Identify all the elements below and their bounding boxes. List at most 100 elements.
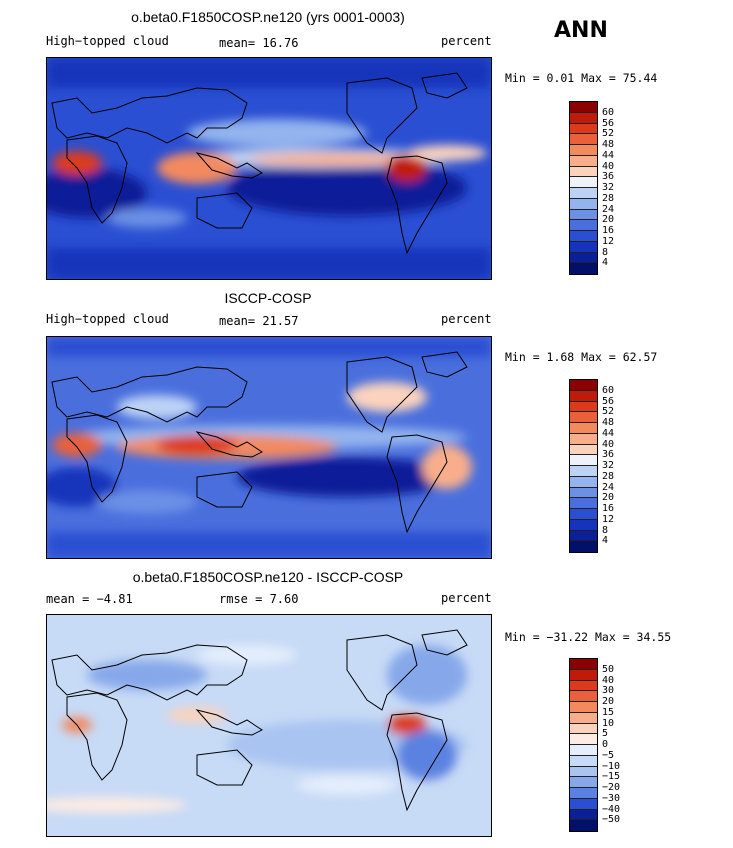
colorbar-swatch [570, 498, 597, 509]
colorbar-tick-label: 36 [602, 171, 615, 183]
colorbar-swatch [570, 530, 597, 542]
colorbar-tick-label: 44 [602, 427, 615, 439]
colorbar-swatch [570, 412, 597, 423]
colorbar-swatch [570, 198, 597, 210]
colorbar-tick-label: 5 [602, 728, 609, 740]
colorbar-swatch [570, 166, 597, 178]
colorbar-tick-label: 60 [602, 384, 615, 396]
colorbar-swatch [570, 509, 597, 520]
colorbar-tick-label: 16 [602, 503, 615, 514]
colorbar-tick-label: 56 [602, 395, 615, 407]
colorbar-tick-label: −20 [602, 782, 621, 793]
colorbar-swatch [570, 177, 597, 188]
colorbar-swatch [570, 659, 597, 670]
colorbar-tick-label: 12 [602, 513, 615, 525]
colorbar-swatch [570, 380, 597, 391]
colorbar-swatch [570, 680, 597, 692]
colorbar-tick-label: −5 [602, 749, 615, 761]
colorbar-tick-label: 50 [602, 663, 615, 675]
colorbar-tick-label: 15 [602, 706, 615, 718]
colorbar-swatch [570, 401, 597, 413]
colorbar-tick-label: 56 [602, 117, 615, 129]
colorbar-swatch [570, 541, 597, 552]
colorbar-swatch [570, 423, 597, 434]
colorbar-tick-label: 60 [602, 106, 615, 118]
colorbar-swatch [570, 444, 597, 456]
colorbar-swatch [570, 241, 597, 253]
colorbar-tick-label: 48 [602, 139, 615, 150]
colorbar-tick-label: 52 [602, 406, 615, 418]
panel-2-map [46, 336, 492, 559]
colorbar-tick-label: 20 [602, 696, 615, 707]
colorbar-swatch [570, 252, 597, 264]
season-label: ANN [554, 18, 608, 43]
colorbar-swatch [570, 433, 597, 445]
colorbar-swatch [570, 766, 597, 778]
panel-3-colorbar [569, 658, 598, 832]
colorbar-tick-label: 4 [602, 257, 609, 269]
colorbar-tick-label: −40 [602, 803, 621, 815]
colorbar-swatch [570, 712, 597, 724]
colorbar-swatch [570, 723, 597, 735]
colorbar-swatch [570, 777, 597, 788]
panel-2-colorbar [569, 379, 598, 553]
colorbar-tick-label: 30 [602, 685, 615, 697]
colorbar-swatch [570, 263, 597, 274]
colorbar-swatch [570, 734, 597, 745]
colorbar-tick-label: 32 [602, 460, 615, 471]
colorbar-swatch [570, 466, 597, 477]
colorbar-swatch [570, 809, 597, 821]
panel-2-minmax: Min = 1.68 Max = 62.57 [505, 350, 658, 364]
colorbar-swatch [570, 755, 597, 767]
panel-1-coastlines [51, 72, 468, 255]
colorbar-swatch [570, 112, 597, 124]
colorbar-swatch [570, 669, 597, 681]
colorbar-swatch [570, 798, 597, 810]
panel-1-units-label: percent [441, 34, 492, 48]
colorbar-swatch [570, 123, 597, 135]
colorbar-tick-label: 40 [602, 160, 615, 172]
panel-3-map [46, 614, 492, 837]
colorbar-tick-label: 0 [602, 739, 609, 750]
panel-3-mean-label: mean = −4.81 [46, 592, 133, 606]
colorbar-swatch [570, 102, 597, 113]
colorbar-tick-label: 40 [602, 674, 615, 686]
colorbar-tick-label: 40 [602, 438, 615, 450]
panel-1-variable-label: High−topped cloud [46, 34, 169, 48]
colorbar-tick-label: −30 [602, 792, 621, 804]
panel-2-mean-label: mean= 21.57 [219, 314, 299, 328]
colorbar-swatch [570, 390, 597, 402]
colorbar-tick-label: 10 [602, 717, 615, 729]
panel-3-coastlines [51, 629, 468, 812]
panel-1-title: o.beta0.F1850COSP.ne120 (yrs 0001-0003) [131, 9, 405, 25]
panel-3-units-label: percent [441, 591, 492, 605]
colorbar-tick-label: 52 [602, 128, 615, 140]
colorbar-swatch [570, 134, 597, 145]
panel-2-units-label: percent [441, 312, 492, 326]
colorbar-swatch [570, 145, 597, 156]
colorbar-tick-label: 12 [602, 235, 615, 247]
colorbar-swatch [570, 155, 597, 167]
colorbar-tick-label: 28 [602, 192, 615, 204]
panel-2-title: ISCCP-COSP [224, 290, 312, 306]
colorbar-swatch [570, 820, 597, 831]
colorbar-swatch [570, 702, 597, 713]
colorbar-swatch [570, 487, 597, 499]
colorbar-swatch [570, 476, 597, 488]
panel-1-map [46, 57, 492, 280]
colorbar-tick-label: 44 [602, 149, 615, 161]
colorbar-swatch [570, 519, 597, 531]
colorbar-tick-label: 32 [602, 182, 615, 193]
panel-1-minmax: Min = 0.01 Max = 75.44 [505, 71, 658, 85]
panel-2-variable-label: High−topped cloud [46, 312, 169, 326]
colorbar-tick-label: 16 [602, 225, 615, 236]
colorbar-tick-label: 8 [602, 246, 609, 258]
colorbar-tick-label: −15 [602, 771, 621, 783]
colorbar-tick-label: 20 [602, 214, 615, 226]
panel-3-minmax: Min = −31.22 Max = 34.55 [505, 630, 672, 644]
colorbar-swatch [570, 691, 597, 702]
colorbar-swatch [570, 788, 597, 799]
colorbar-tick-label: −50 [602, 814, 621, 826]
colorbar-tick-label: 36 [602, 449, 615, 461]
colorbar-tick-label: 24 [602, 481, 615, 493]
